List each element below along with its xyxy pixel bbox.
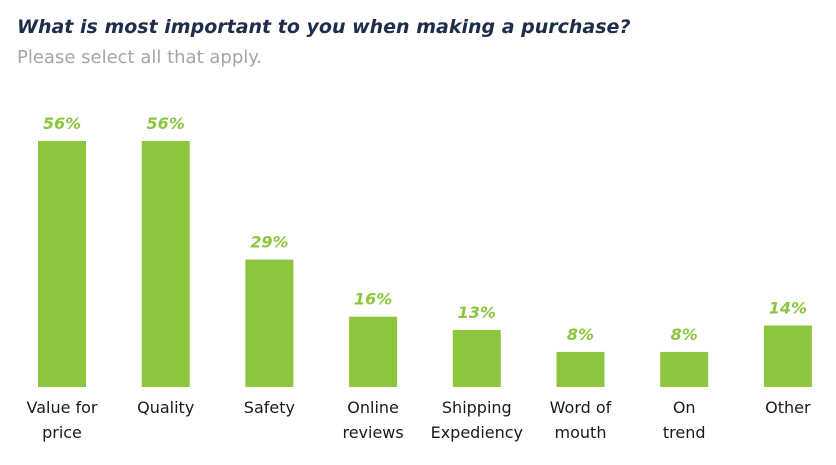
bar-1 [141,141,190,387]
bar-3 [349,316,398,387]
value-labels-group: 56% 56% 29% 16% 13% 8% 8% 14% [43,114,807,344]
category-label-2-line-0: Safety [244,398,295,417]
category-label-1-line-0: Quality [137,398,194,417]
value-label-2: 29% [250,233,288,252]
value-label-1: 56% [147,114,185,133]
category-label-5-line-1: mouth [555,423,607,442]
bar-6 [660,351,709,387]
bar-7 [763,325,812,387]
bar-5 [556,351,605,387]
category-label-4-line-0: Shipping [442,398,512,417]
category-label-3-line-1: reviews [342,423,403,442]
category-label-6-line-1: trend [663,423,706,442]
value-label-4: 13% [458,303,496,322]
category-label-3-line-0: Online [347,398,399,417]
category-label-0-line-1: price [42,423,82,442]
category-labels-group: Value for price Quality Safety Online reviews… [26,398,811,442]
value-label-7: 14% [769,299,807,318]
value-label-0: 56% [43,114,81,133]
category-label-0-line-0: Value for [26,398,97,417]
bar-4 [452,329,501,387]
category-label-4: Shipping Expediency [431,398,523,442]
bar-0 [38,141,86,387]
category-label-7-line-0: Other [765,398,811,417]
category-label-4-line-1: Expediency [431,423,523,442]
value-label-3: 16% [354,290,392,309]
category-label-3: Online reviews [342,398,403,442]
chart-title: What is most important to you when makin… [17,16,631,38]
category-label-5: Word of mouth [550,398,612,442]
category-label-6: On trend [663,398,706,442]
value-label-5: 8% [567,325,594,344]
category-label-2: Safety [244,398,295,417]
bars-group [38,141,812,387]
category-label-0: Value for price [26,398,97,442]
category-label-6-line-0: On [673,398,696,417]
category-label-7: Other [765,398,811,417]
value-label-6: 8% [671,325,698,344]
chart-subtitle: Please select all that apply. [17,47,263,68]
category-label-5-line-0: Word of [550,398,612,417]
category-label-1: Quality [137,398,194,417]
bar-2 [245,259,294,387]
